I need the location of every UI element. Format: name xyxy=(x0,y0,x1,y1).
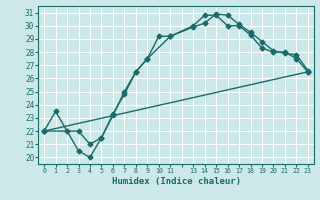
X-axis label: Humidex (Indice chaleur): Humidex (Indice chaleur) xyxy=(111,177,241,186)
